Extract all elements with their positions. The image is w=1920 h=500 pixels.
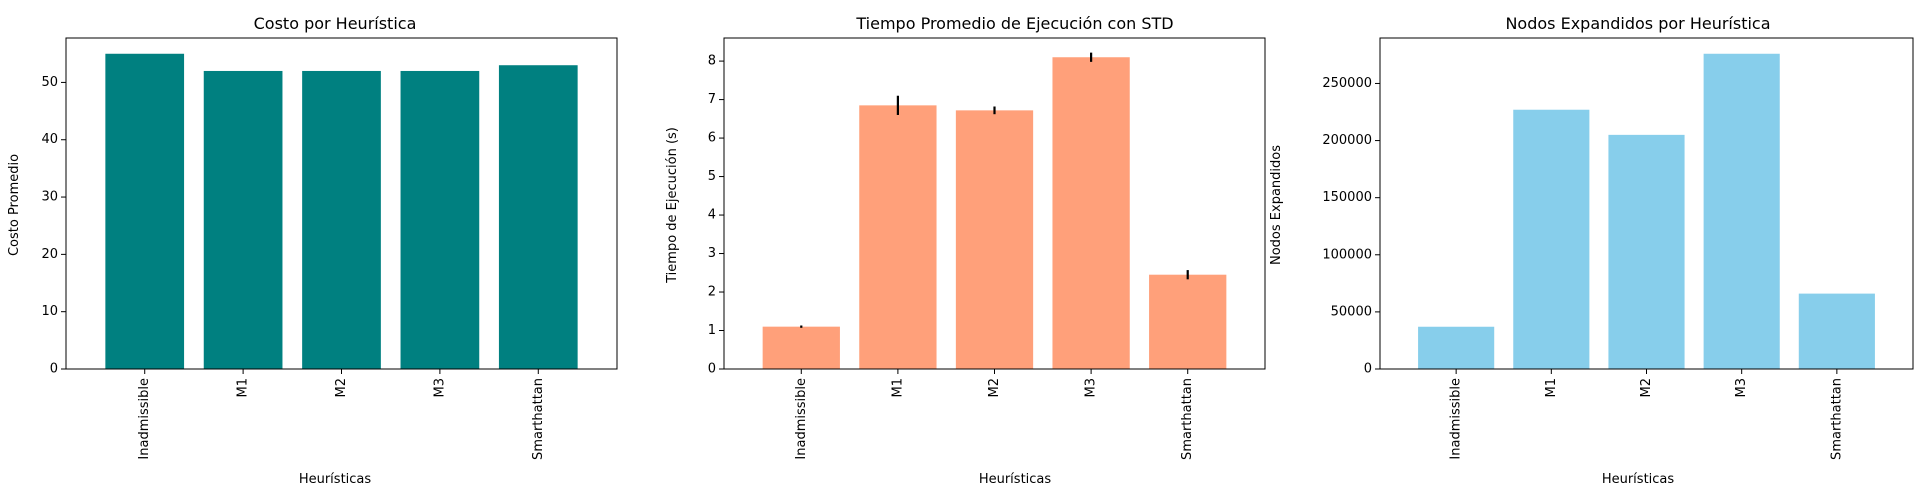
y-tick-label: 10	[41, 304, 58, 319]
y-axis: 0 50000 100000 150000 200000 250000	[1322, 76, 1380, 377]
y-tick-label: 5	[708, 169, 716, 184]
bar-inadmissible	[762, 326, 840, 369]
bar-inadmissible	[1418, 326, 1495, 369]
x-tick-label: M1	[890, 378, 905, 398]
y-tick-label: 30	[41, 190, 58, 205]
bar-m2	[955, 110, 1034, 369]
y-tick-label: 4	[708, 208, 716, 223]
y-tick-label: 50000	[1331, 304, 1372, 319]
y-tick-label: 20	[41, 247, 58, 262]
y-tick-label: 0	[50, 362, 58, 377]
y-tick-label: 0	[708, 362, 716, 377]
y-tick-label: 1	[708, 323, 716, 338]
bar-m3	[1703, 53, 1780, 370]
y-tick-label: 40	[41, 132, 58, 147]
bar-m2	[1608, 134, 1685, 369]
y-axis-label: Nodos Expandidos	[1269, 145, 1284, 265]
x-tick-label: M2	[1639, 378, 1654, 398]
plot-frame	[723, 37, 1266, 370]
x-tick-label: Inadmissible	[137, 378, 152, 460]
y-tick-label: 0	[1364, 362, 1372, 377]
x-tick-label: Inadmissible	[1449, 378, 1464, 460]
bar-m3	[1052, 57, 1130, 369]
x-axis-label: Heurísticas	[1602, 472, 1675, 487]
y-tick-label: 250000	[1322, 76, 1372, 91]
x-tick-label: Smarthattan	[531, 378, 546, 460]
bar-group	[762, 57, 1227, 370]
bar-smarthattan	[498, 65, 578, 370]
x-axis-label: Heurísticas	[299, 472, 372, 487]
x-tick-label: M3	[432, 378, 447, 398]
bar-m1	[203, 70, 283, 369]
chart-title: Nodos Expandidos por Heurística	[1505, 14, 1770, 33]
x-tick-label: M1	[236, 378, 251, 398]
plot-frame	[65, 37, 618, 370]
y-tick-label: 200000	[1322, 133, 1372, 148]
bar-m1	[859, 105, 937, 370]
x-tick-label: M3	[1734, 378, 1749, 398]
y-tick-label: 2	[708, 285, 716, 300]
chart-cost-per-heuristic: Costo por Heurística Heurísticas Costo P…	[7, 14, 618, 487]
x-axis: Inadmissible M1 M2 M3 Smarthattan	[794, 369, 1195, 460]
y-tick-label: 100000	[1322, 247, 1372, 262]
x-tick-label: M2	[987, 378, 1002, 398]
bar-smarthattan	[1798, 293, 1875, 369]
x-tick-label: Smarthattan	[1180, 378, 1195, 460]
x-tick-label: M1	[1544, 378, 1559, 398]
y-tick-label: 150000	[1322, 190, 1372, 205]
x-axis: Inadmissible M1 M2 M3 Smarthattan	[1449, 369, 1844, 460]
x-tick-label: Smarthattan	[1829, 378, 1844, 460]
y-axis-label: Costo Promedio	[7, 154, 22, 256]
bar-group	[105, 53, 578, 370]
y-tick-label: 3	[708, 246, 716, 261]
y-axis: 0 10 20 30 40 50	[41, 75, 66, 377]
bar-m1	[1513, 109, 1590, 369]
error-bar-group	[800, 52, 1189, 328]
y-axis: 0 1 2 3 4 5 6 7 8	[708, 54, 724, 377]
y-tick-label: 8	[708, 54, 716, 69]
y-axis-label: Tiempo de Ejecución (s)	[665, 127, 680, 284]
bar-smarthattan	[1149, 274, 1227, 369]
x-tick-label: M2	[334, 378, 349, 398]
x-axis-label: Heurísticas	[979, 472, 1052, 487]
chart-title: Costo por Heurística	[254, 14, 417, 33]
bar-m3	[400, 70, 480, 369]
bar-inadmissible	[105, 53, 185, 370]
y-tick-label: 50	[41, 75, 58, 90]
x-tick-label: Inadmissible	[794, 378, 809, 460]
bar-m2	[302, 70, 381, 369]
x-tick-label: M3	[1084, 378, 1099, 398]
chart-execution-time: Tiempo Promedio de Ejecución con STD Heu…	[665, 14, 1266, 487]
plot-frame	[1379, 37, 1914, 370]
y-tick-label: 7	[708, 92, 716, 107]
y-tick-label: 6	[708, 131, 716, 146]
bar-group	[1418, 53, 1875, 370]
x-axis: Inadmissible M1 M2 M3 Smarthattan	[137, 369, 546, 460]
chart-expanded-nodes: Nodos Expandidos por Heurística Heurísti…	[1269, 14, 1914, 487]
chart-title: Tiempo Promedio de Ejecución con STD	[855, 14, 1173, 33]
